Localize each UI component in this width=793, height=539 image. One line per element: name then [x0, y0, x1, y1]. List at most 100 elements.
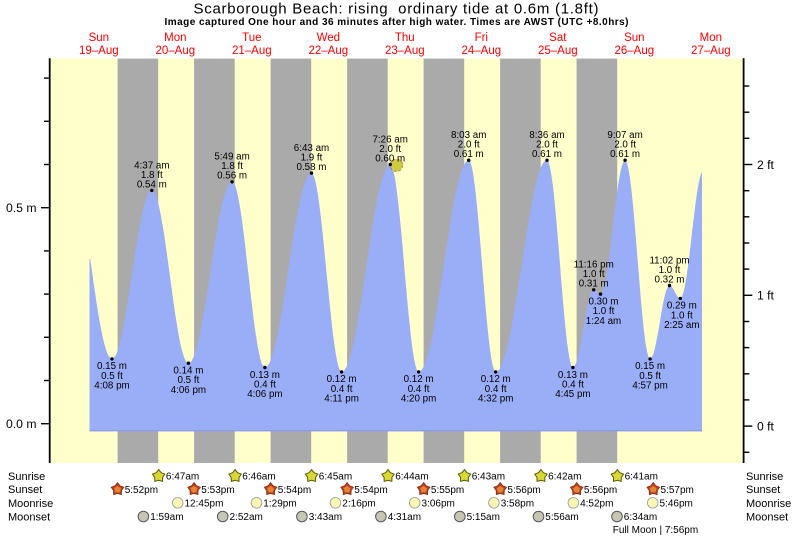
- svg-text:Full Moon | 7:56pm: Full Moon | 7:56pm: [613, 525, 698, 536]
- svg-text:1.0 ft: 1.0 ft: [593, 306, 615, 317]
- svg-text:0.58 m: 0.58 m: [297, 162, 327, 173]
- svg-text:8:03 am: 8:03 am: [451, 130, 486, 141]
- svg-text:Sat: Sat: [549, 32, 567, 44]
- svg-text:5:52pm: 5:52pm: [125, 485, 158, 496]
- svg-text:1:59am: 1:59am: [150, 512, 183, 523]
- svg-text:0.4 ft: 0.4 ft: [408, 384, 430, 395]
- svg-text:0.61 m: 0.61 m: [454, 149, 484, 160]
- svg-text:4:31am: 4:31am: [388, 512, 421, 523]
- svg-text:4:11 pm: 4:11 pm: [324, 394, 359, 405]
- svg-text:2:25 am: 2:25 am: [664, 320, 699, 331]
- svg-text:0.12 m: 0.12 m: [481, 374, 511, 385]
- svg-text:Sunrise: Sunrise: [746, 471, 783, 483]
- svg-text:2.0 ft: 2.0 ft: [614, 140, 636, 151]
- svg-text:8:36 am: 8:36 am: [529, 130, 564, 141]
- svg-text:3:58pm: 3:58pm: [501, 498, 534, 509]
- svg-text:5:15am: 5:15am: [467, 512, 500, 523]
- svg-text:2:52am: 2:52am: [230, 512, 263, 523]
- svg-text:Wed: Wed: [317, 32, 340, 44]
- svg-text:Sunset: Sunset: [8, 484, 42, 496]
- svg-text:0.12 m: 0.12 m: [404, 374, 434, 385]
- svg-text:4:52pm: 4:52pm: [580, 498, 613, 509]
- svg-text:4:20 pm: 4:20 pm: [401, 394, 436, 405]
- svg-text:6:34am: 6:34am: [624, 512, 657, 523]
- svg-text:2:16pm: 2:16pm: [342, 498, 375, 509]
- svg-text:5:55pm: 5:55pm: [431, 485, 464, 496]
- svg-text:7:26 am: 7:26 am: [372, 134, 407, 145]
- svg-text:0.0 m: 0.0 m: [6, 417, 36, 431]
- svg-text:0.32 m: 0.32 m: [655, 274, 685, 285]
- svg-text:4:37 am: 4:37 am: [134, 160, 169, 171]
- svg-text:5:46pm: 5:46pm: [660, 498, 693, 509]
- svg-text:27–Aug: 27–Aug: [691, 45, 731, 57]
- svg-text:5:56am: 5:56am: [545, 512, 578, 523]
- svg-text:0.4 ft: 0.4 ft: [331, 384, 353, 395]
- svg-text:0.4 ft: 0.4 ft: [562, 380, 584, 391]
- svg-text:0.5 ft: 0.5 ft: [178, 375, 200, 386]
- svg-text:21–Aug: 21–Aug: [232, 45, 272, 57]
- svg-text:3:43am: 3:43am: [309, 512, 342, 523]
- svg-text:6:47am: 6:47am: [166, 472, 199, 483]
- svg-text:1:29pm: 1:29pm: [263, 498, 296, 509]
- svg-text:11:02 pm: 11:02 pm: [649, 255, 689, 266]
- svg-text:12:45pm: 12:45pm: [185, 498, 224, 509]
- svg-text:0.4 ft: 0.4 ft: [485, 384, 507, 395]
- svg-text:6:41am: 6:41am: [625, 472, 658, 483]
- svg-text:0.29 m: 0.29 m: [667, 301, 697, 312]
- svg-text:Mon: Mon: [164, 32, 186, 44]
- svg-text:Tue: Tue: [242, 32, 261, 44]
- svg-text:4:06 pm: 4:06 pm: [171, 385, 206, 396]
- svg-text:Moonrise: Moonrise: [8, 498, 53, 510]
- svg-text:2 ft: 2 ft: [757, 158, 775, 172]
- svg-text:0.60 m: 0.60 m: [375, 153, 405, 164]
- svg-text:6:46am: 6:46am: [242, 472, 275, 483]
- svg-text:5:54pm: 5:54pm: [354, 485, 387, 496]
- svg-text:0.13 m: 0.13 m: [558, 370, 588, 381]
- svg-text:3:06pm: 3:06pm: [422, 498, 455, 509]
- svg-text:Image captured One hour and 36: Image captured One hour and 36 minutes a…: [165, 17, 629, 28]
- svg-text:22–Aug: 22–Aug: [308, 45, 348, 57]
- svg-text:5:54pm: 5:54pm: [278, 485, 311, 496]
- svg-text:5:56pm: 5:56pm: [584, 485, 617, 496]
- svg-text:Sunrise: Sunrise: [8, 471, 45, 483]
- svg-text:26–Aug: 26–Aug: [614, 45, 654, 57]
- svg-text:0.54 m: 0.54 m: [137, 179, 167, 190]
- svg-text:0.13 m: 0.13 m: [250, 370, 280, 381]
- svg-text:0.56 m: 0.56 m: [217, 171, 247, 182]
- svg-text:Moonset: Moonset: [746, 512, 788, 524]
- svg-text:Scarborough Beach: rising ord: Scarborough Beach: rising ordinary tide …: [194, 0, 599, 17]
- svg-text:0.30 m: 0.30 m: [589, 296, 619, 307]
- svg-text:4:32 pm: 4:32 pm: [478, 394, 513, 405]
- svg-text:Sunset: Sunset: [746, 484, 780, 496]
- svg-text:25–Aug: 25–Aug: [538, 45, 578, 57]
- svg-text:0.31 m: 0.31 m: [579, 279, 609, 290]
- svg-text:Fri: Fri: [475, 32, 488, 44]
- svg-text:Sun: Sun: [89, 32, 109, 44]
- svg-text:0 ft: 0 ft: [757, 420, 775, 434]
- svg-text:6:45am: 6:45am: [319, 472, 352, 483]
- svg-text:2.0 ft: 2.0 ft: [536, 140, 558, 151]
- svg-text:Moonset: Moonset: [8, 512, 50, 524]
- svg-text:0.4 ft: 0.4 ft: [254, 380, 276, 391]
- svg-text:5:49 am: 5:49 am: [214, 152, 249, 163]
- svg-text:4:45 pm: 4:45 pm: [555, 389, 590, 400]
- svg-text:Mon: Mon: [700, 32, 722, 44]
- svg-text:23–Aug: 23–Aug: [385, 45, 425, 57]
- svg-text:0.15 m: 0.15 m: [97, 361, 127, 372]
- svg-text:1.9 ft: 1.9 ft: [301, 153, 323, 164]
- svg-text:0.12 m: 0.12 m: [327, 374, 357, 385]
- svg-text:1.0 ft: 1.0 ft: [671, 310, 693, 321]
- svg-text:1.8 ft: 1.8 ft: [141, 170, 163, 181]
- svg-text:1.0 ft: 1.0 ft: [659, 265, 681, 276]
- svg-text:0.15 m: 0.15 m: [635, 361, 665, 372]
- svg-text:Thu: Thu: [395, 32, 415, 44]
- svg-text:1:24 am: 1:24 am: [586, 316, 621, 327]
- svg-text:0.61 m: 0.61 m: [532, 149, 562, 160]
- svg-text:6:42am: 6:42am: [548, 472, 581, 483]
- svg-text:4:08 pm: 4:08 pm: [94, 381, 129, 392]
- svg-text:0.61 m: 0.61 m: [610, 149, 640, 160]
- svg-text:19–Aug: 19–Aug: [79, 45, 119, 57]
- svg-text:5:53pm: 5:53pm: [201, 485, 234, 496]
- svg-text:Sun: Sun: [624, 32, 644, 44]
- svg-text:1.8 ft: 1.8 ft: [221, 161, 243, 172]
